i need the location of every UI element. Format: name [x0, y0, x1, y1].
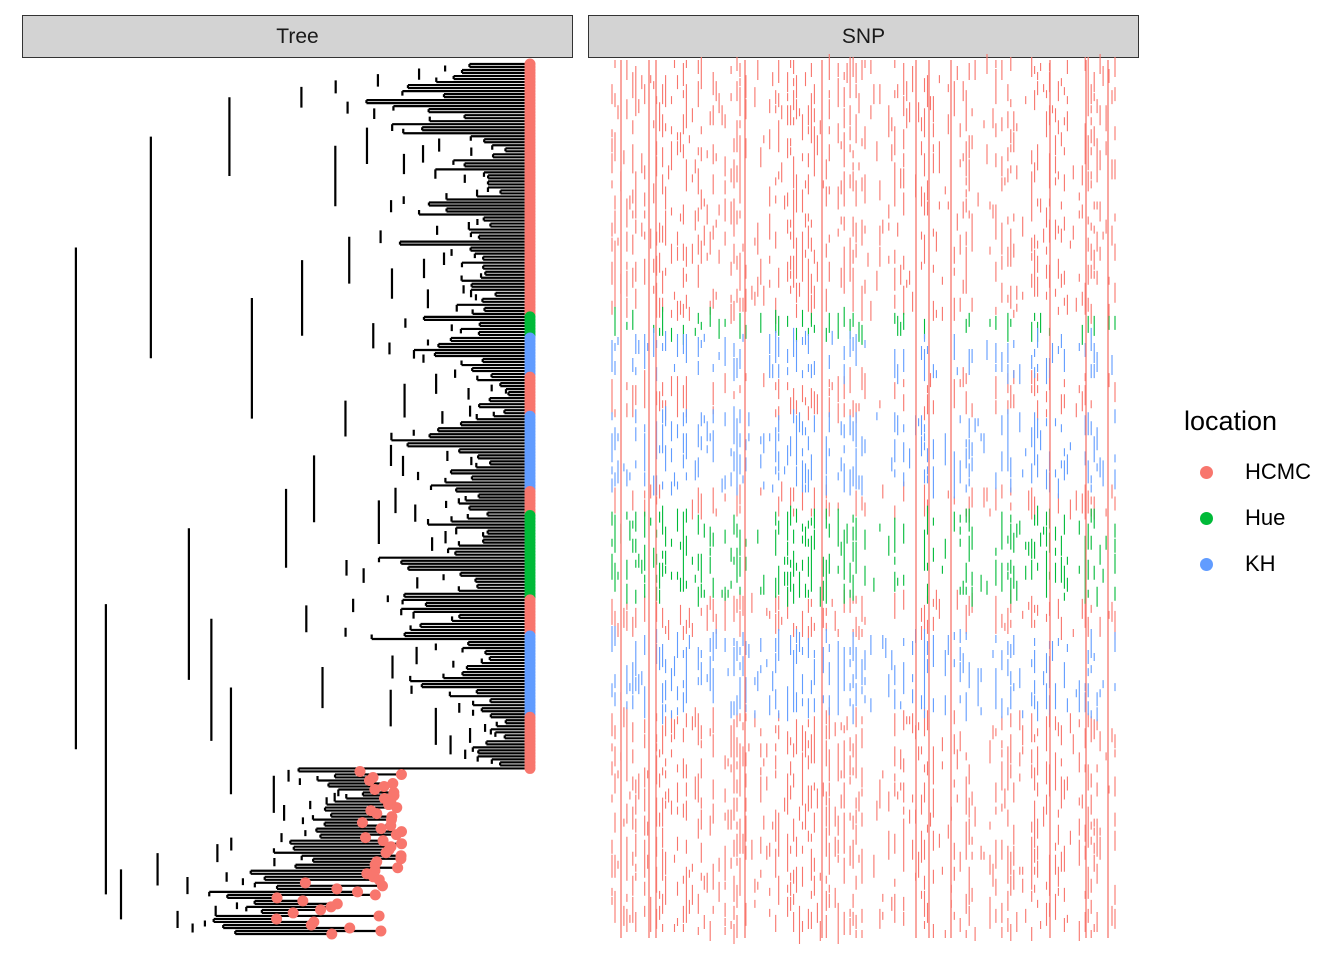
- phylogenetic-tree: [74, 62, 530, 936]
- legend-key-hcmc: [1200, 465, 1213, 479]
- snp-panel-strip: SNP: [588, 15, 1139, 58]
- tree-branches: [74, 62, 530, 936]
- tip-point-hcmc: [325, 901, 337, 913]
- tip-point-hcmc: [391, 802, 403, 814]
- snp-matrix: [611, 54, 1116, 944]
- legend-label-kh: KH: [1245, 551, 1276, 576]
- snp-panel-title: SNP: [841, 24, 886, 48]
- snp-marks-hue: [611, 306, 1116, 607]
- tree-panel-strip: Tree: [22, 15, 573, 58]
- tip-points: [271, 58, 536, 940]
- tip-point-hcmc: [378, 780, 390, 792]
- legend: location HCMC Hue KH: [1184, 406, 1311, 587]
- legend-key-kh: [1200, 557, 1213, 571]
- snp-marks-kh: [611, 327, 1116, 725]
- tip-point-hcmc: [380, 847, 392, 859]
- tip-point-hcmc: [371, 808, 383, 820]
- tip-point-hcmc: [326, 928, 338, 940]
- tip-point-hcmc: [377, 835, 389, 847]
- tip-point-hcmc: [354, 765, 366, 777]
- tip-point-hcmc: [369, 784, 381, 796]
- tip-point-hcmc: [390, 829, 402, 841]
- tip-point-hcmc: [299, 877, 311, 889]
- tip-point-hcmc: [387, 777, 399, 789]
- tip-point-hcmc: [360, 832, 372, 844]
- tip-point-hcmc: [392, 862, 404, 874]
- tip-point-hcmc: [352, 886, 364, 898]
- tip-point-hcmc: [385, 820, 397, 832]
- legend-label-hcmc: HCMC: [1245, 459, 1311, 484]
- tip-point-hcmc: [305, 919, 317, 931]
- tip-point-hcmc: [373, 910, 385, 922]
- tip-point-hcmc: [287, 907, 299, 919]
- tip-point-hcmc: [524, 762, 536, 774]
- tip-point-hcmc: [315, 904, 327, 916]
- tip-point-hcmc: [375, 823, 387, 835]
- tree-panel-title: Tree: [276, 24, 319, 48]
- tip-point-hcmc: [271, 913, 283, 925]
- tip-point-hcmc: [331, 883, 343, 895]
- legend-item-kh: KH: [1184, 541, 1311, 587]
- tip-point-hcmc: [271, 892, 283, 904]
- tip-point-hcmc: [376, 880, 388, 892]
- legend-key-hue: [1200, 511, 1213, 525]
- tip-point-hcmc: [363, 774, 375, 786]
- tip-point-hcmc: [369, 889, 381, 901]
- tip-point-hcmc: [396, 838, 408, 850]
- legend-item-hue: Hue: [1184, 495, 1311, 541]
- legend-label-hue: Hue: [1245, 505, 1286, 530]
- tip-point-hcmc: [375, 925, 387, 937]
- legend-item-hcmc: HCMC: [1184, 449, 1311, 495]
- tip-point-hcmc: [344, 922, 356, 934]
- tip-point-hcmc: [395, 853, 407, 865]
- tip-point-hcmc: [356, 817, 368, 829]
- tip-point-hcmc: [297, 895, 309, 907]
- legend-title: location: [1184, 406, 1278, 436]
- tip-point-hcmc: [395, 768, 407, 780]
- snp-marks-hcmc: [611, 54, 1116, 944]
